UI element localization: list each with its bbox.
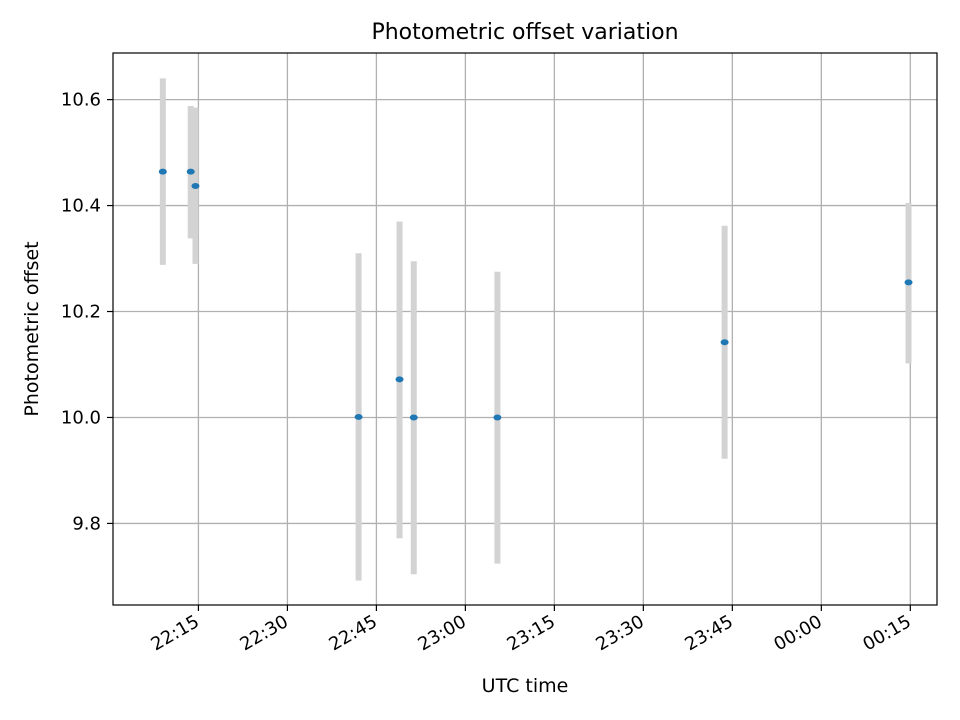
y-tick-label: 9.8 bbox=[72, 513, 101, 534]
y-axis-ticks: 9.8 10.0 10.2 10.4 10.6 bbox=[61, 90, 113, 534]
plot-area bbox=[113, 53, 937, 605]
data-point bbox=[904, 279, 913, 286]
y-axis-label: Photometric offset bbox=[21, 241, 43, 416]
chart-title: Photometric offset variation bbox=[371, 20, 678, 45]
data-point bbox=[720, 339, 729, 346]
x-axis-label: UTC time bbox=[482, 675, 569, 697]
data-points bbox=[158, 168, 913, 421]
y-tick-label: 10.4 bbox=[61, 196, 101, 217]
data-point bbox=[493, 414, 502, 421]
plot-frame bbox=[112, 52, 938, 606]
y-tick-label: 10.0 bbox=[61, 407, 101, 428]
y-tick-label: 10.6 bbox=[61, 90, 101, 111]
data-point bbox=[354, 413, 363, 420]
data-point bbox=[409, 414, 418, 421]
y-tick-label: 10.2 bbox=[61, 302, 101, 323]
data-point bbox=[158, 168, 167, 175]
data-point bbox=[191, 182, 200, 189]
data-point bbox=[186, 168, 195, 175]
data-point bbox=[395, 376, 404, 383]
gridlines bbox=[113, 53, 937, 605]
